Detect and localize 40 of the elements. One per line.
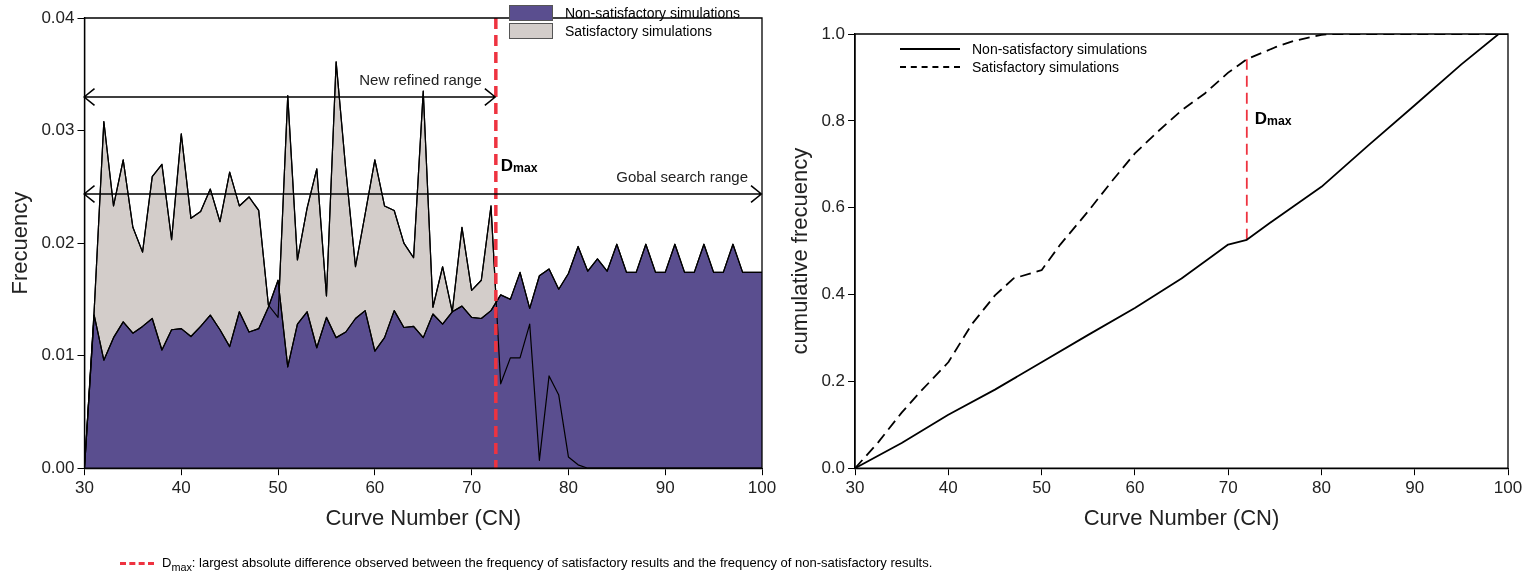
- x-tick-label: 80: [558, 478, 578, 498]
- y-tick-label: 0.04: [41, 7, 75, 27]
- x-tick-label: 30: [75, 478, 94, 498]
- x-tick-label: 70: [1218, 478, 1238, 498]
- x-tick-label: 100: [747, 478, 777, 498]
- text: D$_{max}$: largest absolute difference observed between the frequency of satisfactory results and the frequency of non-satisfactory results.: [162, 555, 933, 573]
- x-tick-label: 30: [845, 478, 865, 498]
- y-tick-label: 0.6: [821, 197, 846, 217]
- legend-label: Satisfactory simulations: [972, 58, 1120, 76]
- y-tick-label: 0.2: [821, 371, 846, 391]
- x-tick-label: 80: [1311, 478, 1331, 498]
- x-tick-label: 50: [268, 478, 288, 498]
- y-tick-label: 0.0: [821, 457, 846, 477]
- y-tick-label: 0.01: [41, 345, 75, 365]
- y-tick-label: 0.03: [41, 120, 75, 140]
- x-tick-label: 90: [1405, 478, 1425, 498]
- y-axis-title: cumulative frecuency: [787, 147, 813, 355]
- y-tick-label: 0.4: [821, 284, 846, 304]
- x-tick-label: 40: [938, 478, 958, 498]
- x-tick-label: 90: [655, 478, 675, 498]
- x-tick-label: 70: [462, 478, 482, 498]
- x-axis-title: Curve Number (CN): [1083, 504, 1280, 530]
- x-tick-label: 40: [171, 478, 191, 498]
- x-tick-label: 60: [365, 478, 385, 498]
- x-axis-title: Curve Number (CN): [325, 504, 522, 530]
- x-tick-label: 50: [1032, 478, 1052, 498]
- ref-line-label: Dmax: [500, 156, 538, 176]
- legend-label: Satisfactory simulations: [564, 22, 712, 40]
- annotation: New refined range: [359, 70, 482, 88]
- y-tick-label: 0.02: [41, 232, 75, 252]
- series-label: Dmax: [1254, 109, 1292, 129]
- legend-label: Non-satisfactory simulations: [564, 4, 740, 22]
- legend-label: Non-satisfactory simulations: [972, 40, 1148, 58]
- y-tick-label: 0.00: [41, 457, 75, 477]
- y-tick-label: 1.0: [821, 23, 846, 43]
- x-tick-label: 100: [1493, 478, 1523, 498]
- y-axis-title: Frecuency: [7, 191, 33, 295]
- x-tick-label: 60: [1125, 478, 1145, 498]
- annotation: Gobal search range: [616, 167, 748, 185]
- y-tick-label: 0.8: [821, 110, 846, 130]
